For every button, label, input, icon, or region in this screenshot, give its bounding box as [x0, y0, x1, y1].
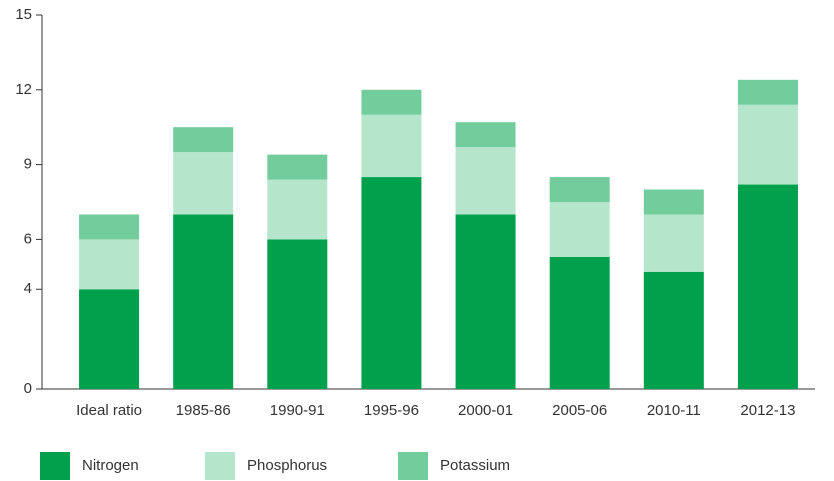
legend-label: Potassium: [440, 457, 510, 474]
y-tick-label: 12: [15, 81, 32, 98]
bar-segment: [361, 114, 422, 178]
bar-segment: [173, 127, 234, 153]
x-tick-label: 2012-13: [740, 402, 795, 419]
bar-segment: [173, 152, 234, 215]
bar-segment: [737, 104, 798, 185]
x-tick-label: 2000-01: [458, 402, 513, 419]
legend-swatch: [398, 452, 428, 480]
legend-swatch: [40, 452, 70, 480]
bar-segment: [549, 256, 610, 389]
bar-segment: [361, 89, 422, 115]
bar-segment: [267, 179, 328, 240]
bar-segment: [455, 214, 516, 389]
bar-segment: [267, 239, 328, 389]
bar-segment: [267, 154, 328, 180]
bar-segment: [455, 122, 516, 148]
bar-segment: [173, 214, 234, 389]
legend-swatch: [205, 452, 235, 480]
bar-segment: [643, 214, 704, 272]
x-tick-label: 1995-96: [364, 402, 419, 419]
bar-segment: [79, 239, 140, 290]
y-tick-label: 15: [15, 6, 32, 23]
bar-segment: [737, 79, 798, 105]
bar-segment: [361, 177, 422, 389]
bar-segment: [549, 202, 610, 257]
x-tick-label: 1985-86: [176, 402, 231, 419]
y-tick-label: 0: [24, 380, 32, 397]
bar-segment: [455, 147, 516, 215]
legend-label: Nitrogen: [82, 457, 139, 474]
bar-segment: [549, 177, 610, 202]
bar-segment: [79, 214, 140, 240]
y-tick-label: 4: [24, 280, 32, 297]
x-tick-label: 2005-06: [552, 402, 607, 419]
x-tick-label: 2010-11: [647, 402, 701, 419]
bar-segment: [643, 189, 704, 215]
bar-segment: [643, 271, 704, 389]
legend-label: Phosphorus: [247, 457, 327, 474]
y-tick-label: 6: [24, 230, 32, 247]
bar-segment: [737, 184, 798, 389]
x-tick-label: Ideal ratio: [76, 402, 142, 419]
y-tick-label: 9: [24, 156, 32, 173]
x-tick-label: 1990-91: [270, 402, 325, 419]
bar-segment: [79, 289, 140, 389]
